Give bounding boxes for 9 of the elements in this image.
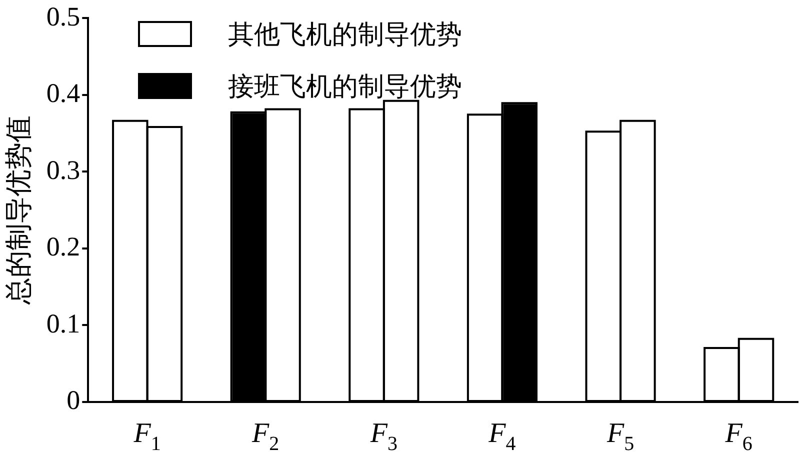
y-tick-label: 0.5 — [46, 1, 80, 32]
legend-label: 其他飞机的制导优势 — [228, 18, 462, 50]
y-tick-label: 0 — [66, 385, 80, 416]
y-tick-label: 0.4 — [46, 78, 81, 108]
y-tick-label: 0.2 — [46, 232, 80, 262]
y-tick-label: 0.3 — [46, 154, 80, 185]
y-tick-label: 0.1 — [46, 308, 80, 338]
legend-label: 接班飞机的制导优势 — [228, 70, 462, 102]
y-axis-title: 总的制导优势值 — [3, 116, 34, 306]
